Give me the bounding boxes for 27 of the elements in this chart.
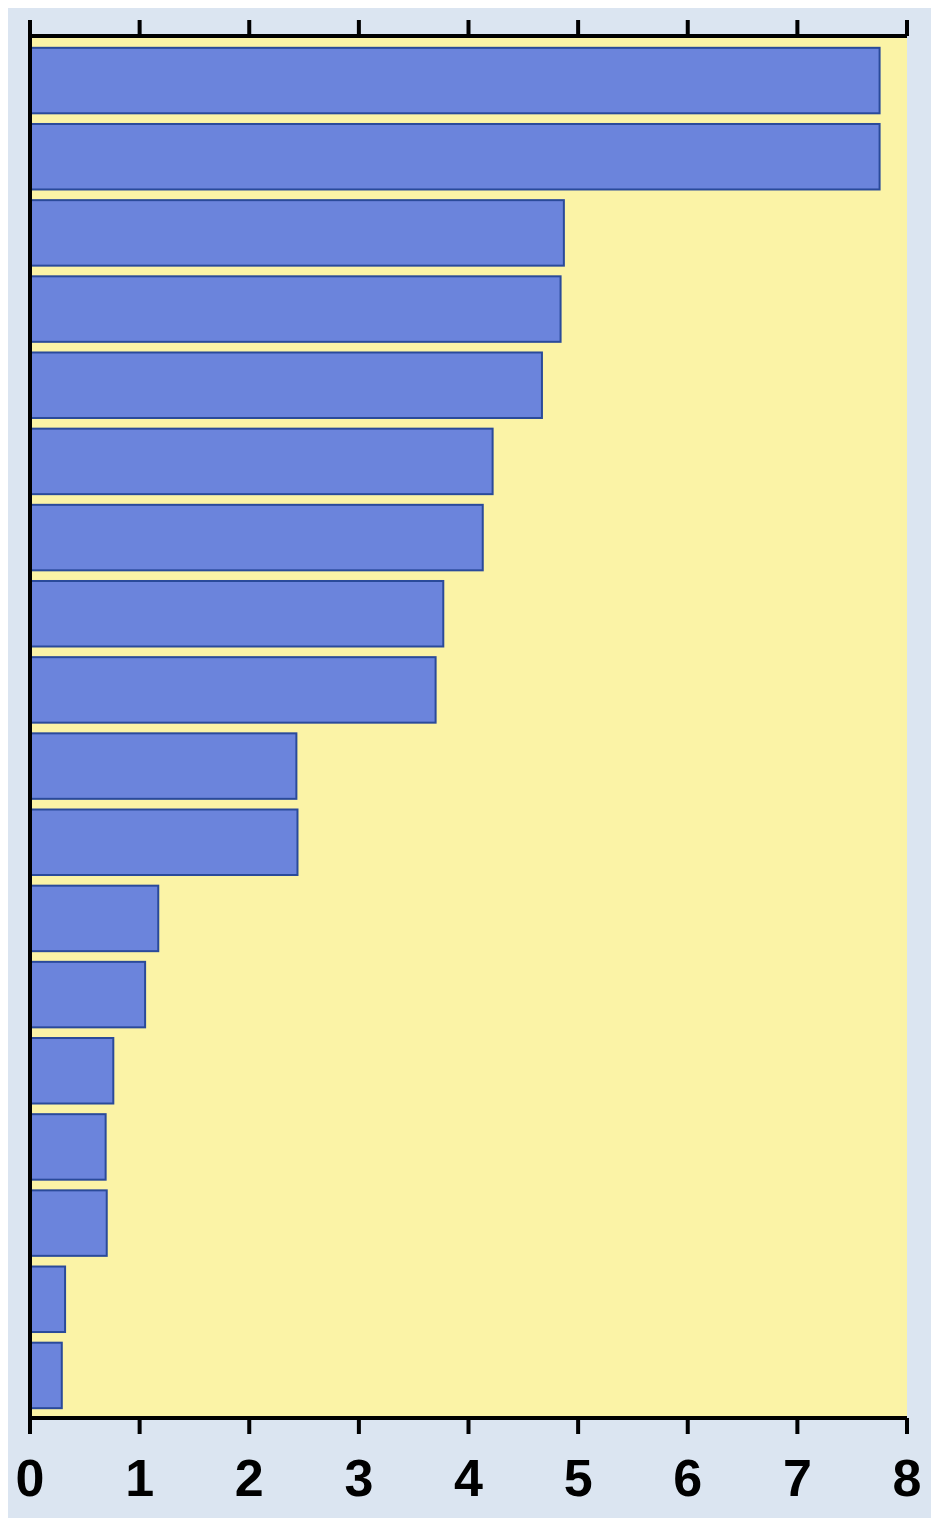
- x-tick-label: 6: [673, 1449, 703, 1507]
- bar: [29, 960, 147, 1029]
- bar: [29, 1189, 108, 1257]
- bar: [29, 503, 484, 572]
- bar: [29, 427, 494, 496]
- bar: [29, 275, 562, 343]
- x-tick-label: 4: [454, 1449, 484, 1507]
- bar: [29, 199, 565, 267]
- x-tick-label: 7: [782, 1449, 812, 1507]
- bar: [29, 808, 299, 877]
- bar: [29, 46, 881, 115]
- bar: [29, 122, 881, 191]
- bar: [29, 884, 160, 953]
- bar: [29, 1341, 63, 1410]
- bar: [29, 656, 437, 724]
- x-tick-label: 8: [892, 1449, 922, 1507]
- x-tick-label: 1: [125, 1449, 155, 1507]
- bar: [29, 732, 298, 800]
- x-tick-label: 2: [234, 1449, 264, 1507]
- bar: [29, 351, 543, 419]
- x-tick-label: 0: [15, 1449, 45, 1507]
- x-tick-label: 3: [344, 1449, 374, 1507]
- bar: [29, 1113, 107, 1181]
- bar: [29, 1037, 115, 1105]
- x-tick-label: 5: [563, 1449, 593, 1507]
- bar: [29, 1265, 67, 1334]
- bar: [29, 579, 445, 648]
